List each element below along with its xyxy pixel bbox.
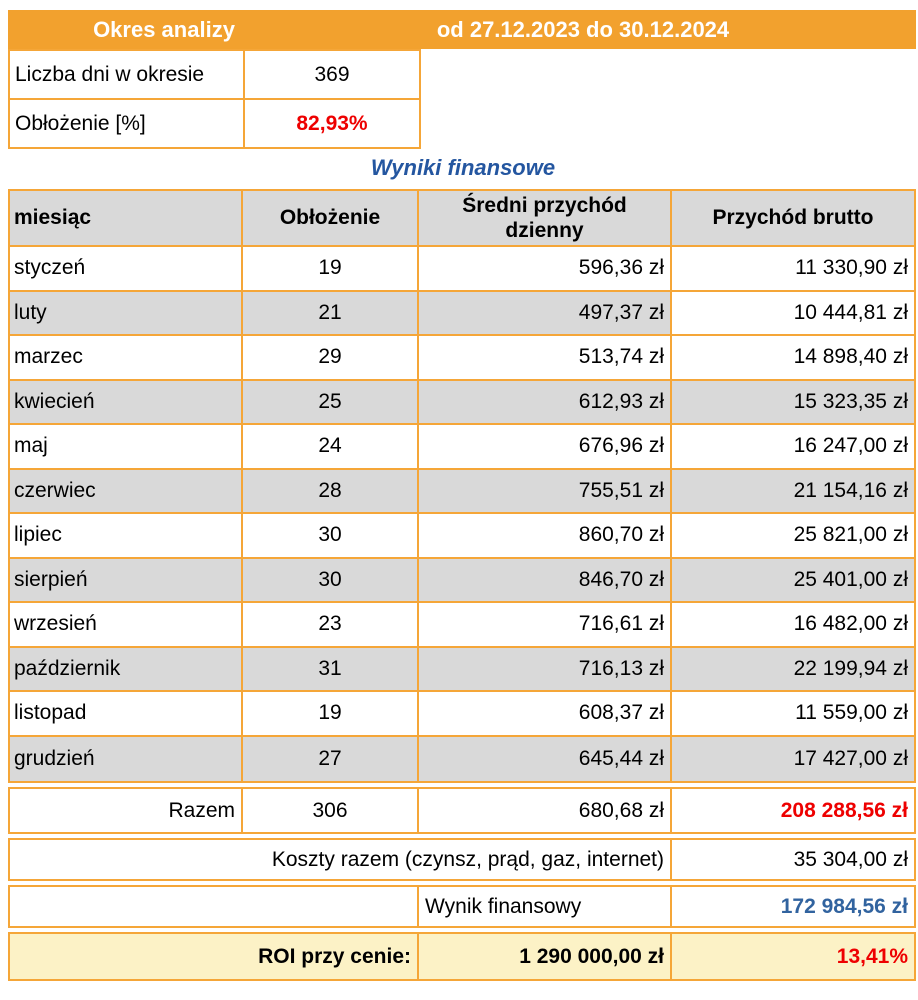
gross-cell: 21 154,16 zł	[672, 469, 914, 514]
days-cell: 30	[243, 514, 419, 559]
header-gross-revenue: Przychód brutto	[672, 191, 914, 247]
days-cell: 21	[243, 291, 419, 336]
result-label: Wynik finansowy	[419, 887, 672, 926]
avg-cell: 612,93 zł	[419, 380, 672, 425]
gross-cell: 15 323,35 zł	[672, 380, 914, 425]
costs-value: 35 304,00 zł	[793, 847, 908, 871]
gross-cell: 14 898,40 zł	[672, 336, 914, 381]
table-row: czerwiec 28 755,51 zł 21 154,16 zł	[10, 469, 914, 514]
finance-table: miesiąc Obłożenie Średni przychód dzienn…	[8, 189, 916, 783]
header-month: miesiąc	[10, 191, 243, 247]
days-in-period-value: 369	[314, 62, 350, 86]
table-row: maj 24 676,96 zł 16 247,00 zł	[10, 425, 914, 470]
month-cell: styczeń	[10, 247, 243, 292]
costs-row: Koszty razem (czynsz, prąd, gaz, interne…	[8, 838, 916, 881]
total-days: 306	[243, 789, 419, 832]
result-value: 172 984,56 zł	[780, 894, 908, 918]
period-label: Okres analizy	[93, 16, 235, 42]
days-in-period-label: Liczba dni w okresie	[10, 51, 245, 98]
result-row: Wynik finansowy 172 984,56 zł	[8, 885, 916, 928]
roi-value: 13,41%	[836, 944, 908, 968]
month-cell: grudzień	[10, 736, 243, 781]
table-row: styczeń 19 596,36 zł 11 330,90 zł	[10, 247, 914, 292]
roi-price: 1 290 000,00 zł	[419, 934, 672, 979]
section-title: Wyniki finansowe	[370, 155, 556, 180]
occupancy-value: 82,93%	[296, 111, 368, 135]
days-cell: 19	[243, 247, 419, 292]
month-cell: sierpień	[10, 558, 243, 603]
avg-cell: 860,70 zł	[419, 514, 672, 559]
avg-cell: 645,44 zł	[419, 736, 672, 781]
table-row: grudzień 27 645,44 zł 17 427,00 zł	[10, 736, 914, 781]
table-row: listopad 19 608,37 zł 11 559,00 zł	[10, 692, 914, 737]
month-cell: kwiecień	[10, 380, 243, 425]
month-cell: październik	[10, 647, 243, 692]
days-cell: 28	[243, 469, 419, 514]
days-cell: 23	[243, 603, 419, 648]
days-cell: 24	[243, 425, 419, 470]
summary-table: Liczba dni w okresie 369 Obłożenie [%] 8…	[8, 49, 421, 149]
analysis-period-header: Okres analizy od 27.12.2023 do 30.12.202…	[8, 10, 916, 49]
gross-cell: 25 821,00 zł	[672, 514, 914, 559]
total-label: Razem	[10, 789, 243, 832]
roi-label: ROI przy cenie:	[10, 934, 419, 979]
avg-cell: 676,96 zł	[419, 425, 672, 470]
avg-cell: 846,70 zł	[419, 558, 672, 603]
total-avg: 680,68 zł	[419, 789, 672, 832]
empty-cell	[10, 887, 419, 926]
days-cell: 19	[243, 692, 419, 737]
avg-cell: 716,61 zł	[419, 603, 672, 648]
total-gross: 208 288,56 zł	[780, 798, 908, 822]
header-avg-daily-revenue: Średni przychód dzienny	[419, 191, 672, 247]
table-row: kwiecień 25 612,93 zł 15 323,35 zł	[10, 380, 914, 425]
month-cell: maj	[10, 425, 243, 470]
days-cell: 27	[243, 736, 419, 781]
gross-cell: 11 559,00 zł	[672, 692, 914, 737]
gross-cell: 25 401,00 zł	[672, 558, 914, 603]
month-cell: marzec	[10, 336, 243, 381]
costs-label: Koszty razem (czynsz, prąd, gaz, interne…	[10, 840, 672, 879]
table-header-row: miesiąc Obłożenie Średni przychód dzienn…	[10, 191, 914, 247]
avg-cell: 755,51 zł	[419, 469, 672, 514]
roi-row: ROI przy cenie: 1 290 000,00 zł 13,41%	[8, 932, 916, 981]
gross-cell: 10 444,81 zł	[672, 291, 914, 336]
month-cell: wrzesień	[10, 603, 243, 648]
month-cell: luty	[10, 291, 243, 336]
avg-cell: 608,37 zł	[419, 692, 672, 737]
days-cell: 31	[243, 647, 419, 692]
table-row: wrzesień 23 716,61 zł 16 482,00 zł	[10, 603, 914, 648]
table-row: marzec 29 513,74 zł 14 898,40 zł	[10, 336, 914, 381]
table-row: sierpień 30 846,70 zł 25 401,00 zł	[10, 558, 914, 603]
days-cell: 29	[243, 336, 419, 381]
gross-cell: 22 199,94 zł	[672, 647, 914, 692]
avg-cell: 497,37 zł	[419, 291, 672, 336]
avg-cell: 513,74 zł	[419, 336, 672, 381]
avg-cell: 596,36 zł	[419, 247, 672, 292]
occupancy-row: Obłożenie [%] 82,93%	[10, 100, 419, 147]
table-row: lipiec 30 860,70 zł 25 821,00 zł	[10, 514, 914, 559]
gross-cell: 17 427,00 zł	[672, 736, 914, 781]
table-row: luty 21 497,37 zł 10 444,81 zł	[10, 291, 914, 336]
period-date-range: od 27.12.2023 do 30.12.2024	[436, 16, 730, 42]
occupancy-label: Obłożenie [%]	[10, 100, 245, 147]
avg-cell: 716,13 zł	[419, 647, 672, 692]
month-cell: czerwiec	[10, 469, 243, 514]
total-row: Razem 306 680,68 zł 208 288,56 zł	[8, 787, 916, 834]
gross-cell: 11 330,90 zł	[672, 247, 914, 292]
month-cell: listopad	[10, 692, 243, 737]
month-cell: lipiec	[10, 514, 243, 559]
days-in-period-row: Liczba dni w okresie 369	[10, 51, 419, 100]
table-row: październik 31 716,13 zł 22 199,94 zł	[10, 647, 914, 692]
days-cell: 30	[243, 558, 419, 603]
gross-cell: 16 482,00 zł	[672, 603, 914, 648]
days-cell: 25	[243, 380, 419, 425]
header-occupancy: Obłożenie	[243, 191, 419, 247]
gross-cell: 16 247,00 zł	[672, 425, 914, 470]
